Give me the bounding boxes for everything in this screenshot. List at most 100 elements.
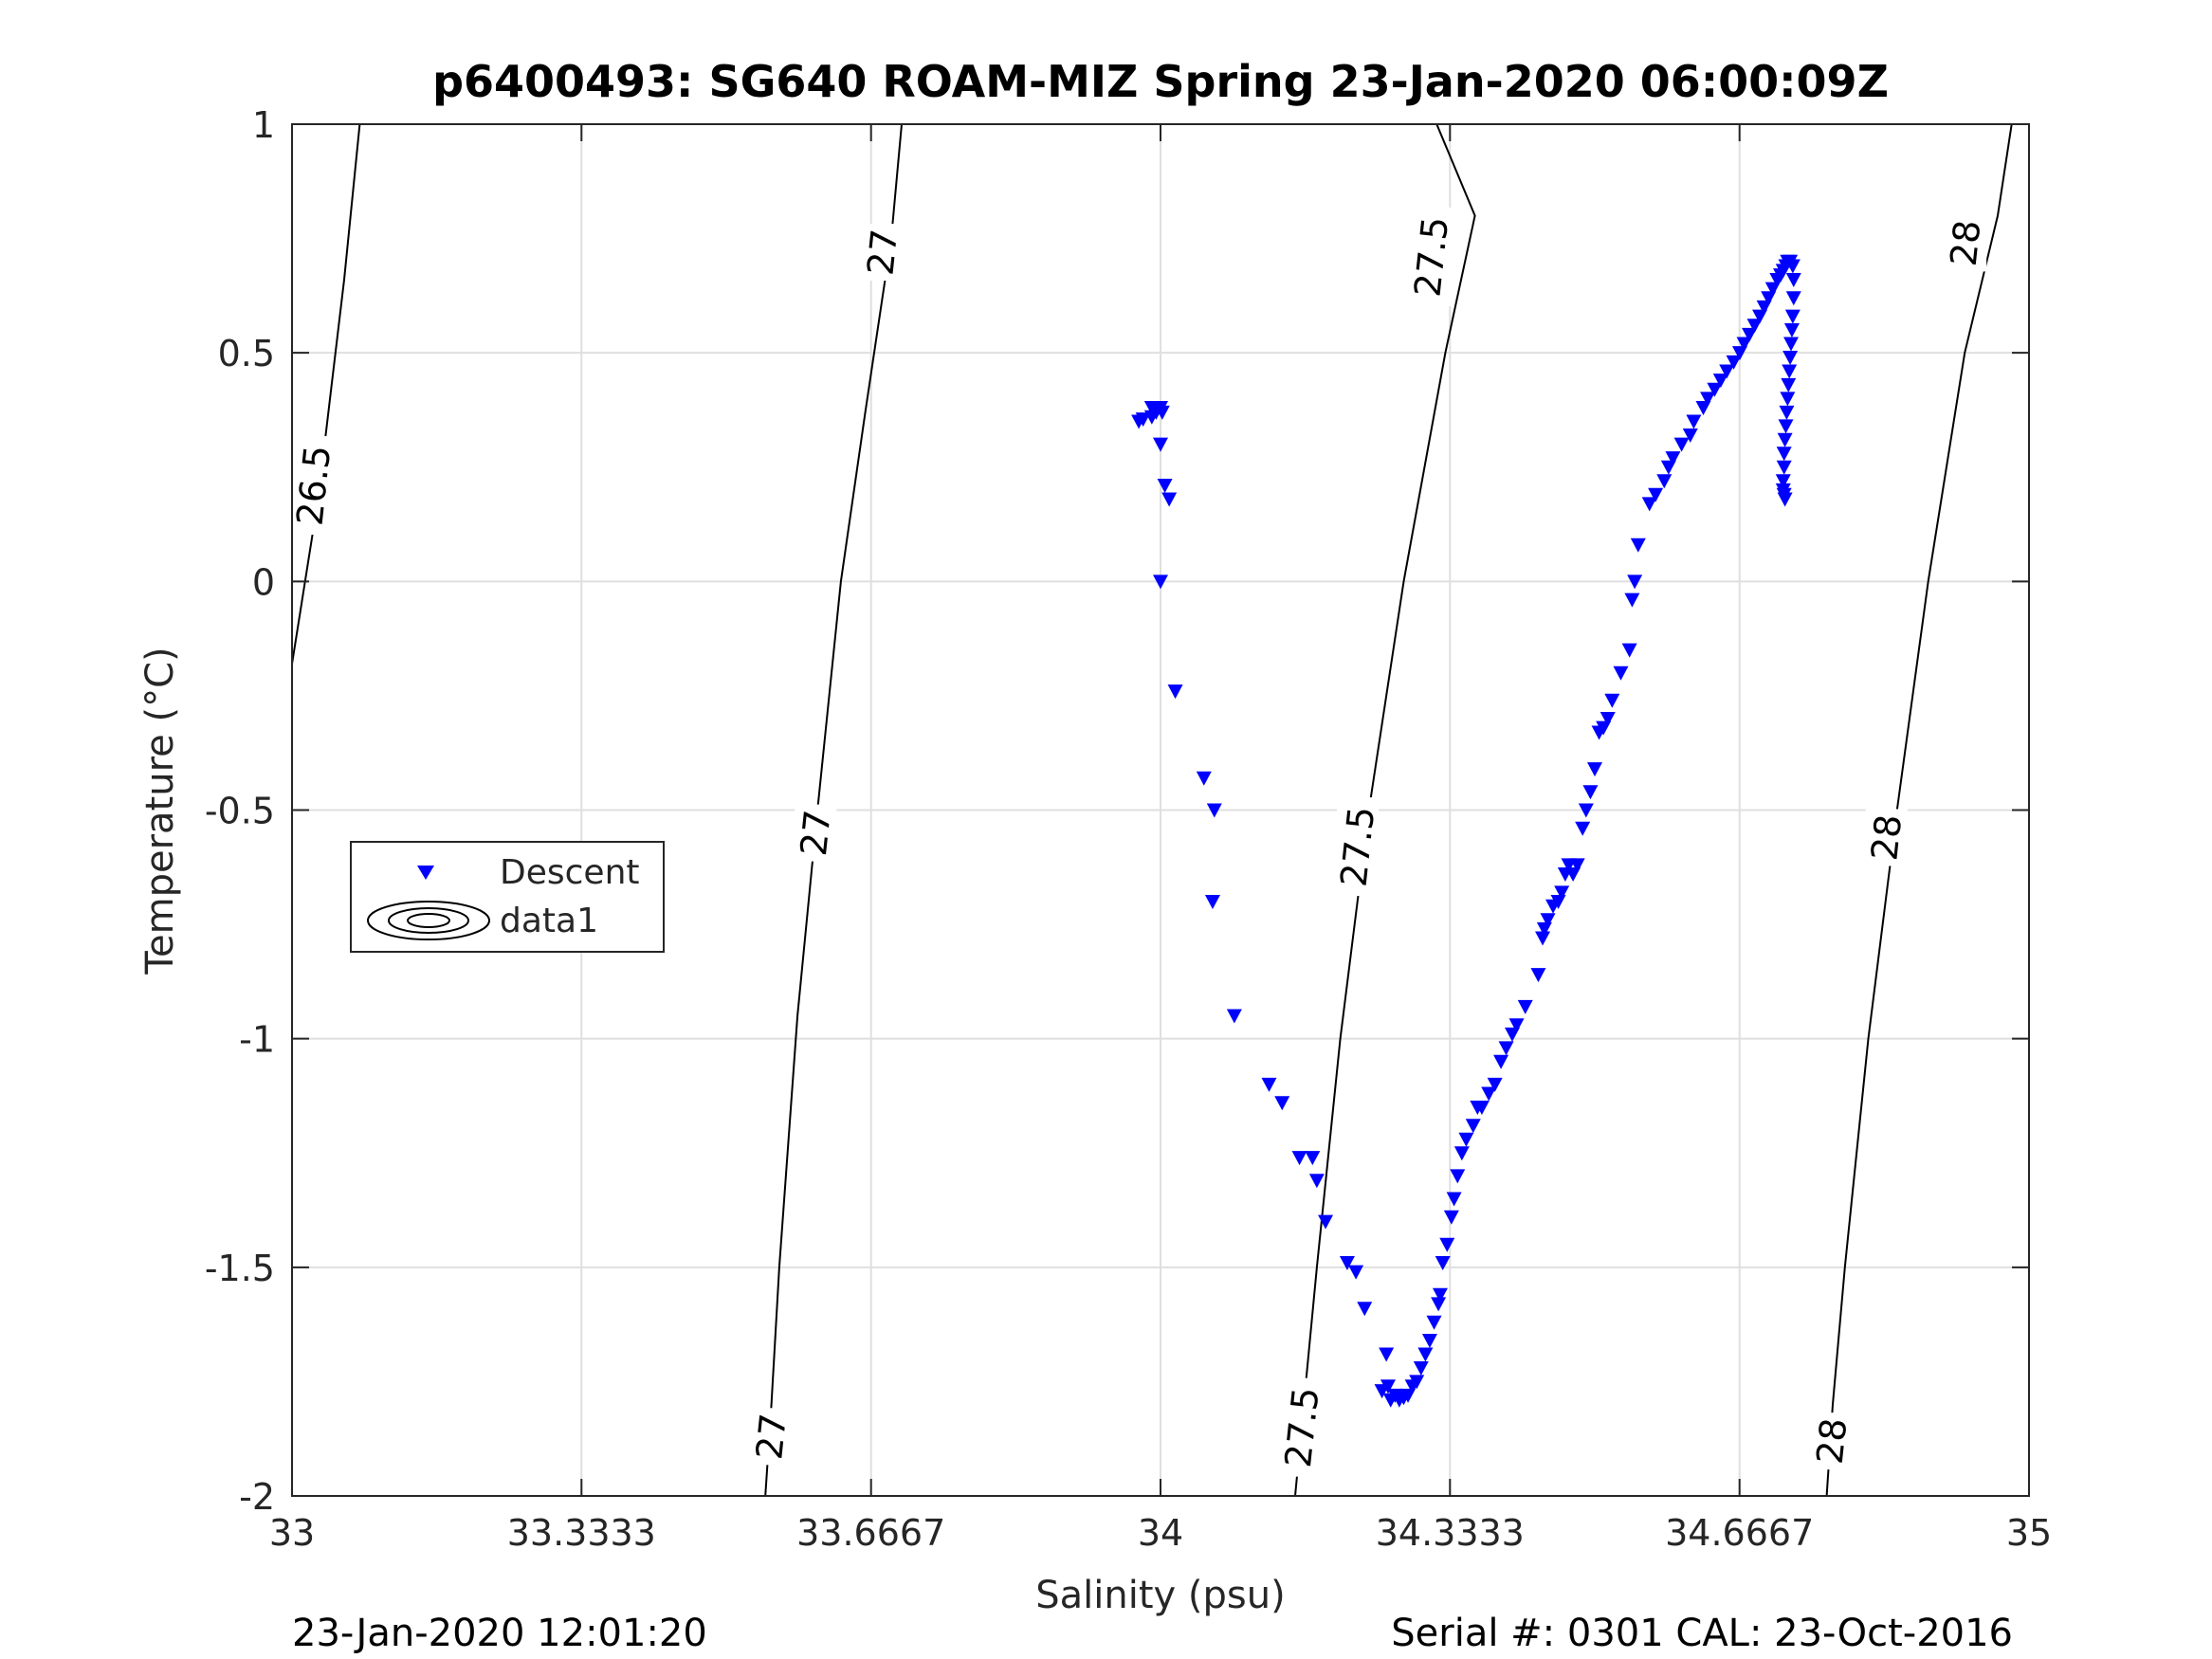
descent-point: [1421, 1334, 1437, 1349]
x-tick-label: 33: [269, 1512, 315, 1554]
descent-point: [1540, 913, 1556, 928]
density-contours: 26.5 27 27 27 27.5 27.5 27.5 28 28 28: [289, 123, 2013, 1497]
x-tick-label: 34: [1138, 1512, 1183, 1554]
descent-point: [1481, 1086, 1497, 1102]
descent-point: [1746, 319, 1763, 334]
descent-point: [1498, 1041, 1514, 1056]
descent-point: [1782, 364, 1798, 379]
y-tick-label: 1: [252, 104, 275, 146]
descent-point: [1206, 803, 1222, 818]
contour-label: 26.5: [289, 444, 339, 528]
contour-label-bg: [1945, 214, 1987, 272]
x-tick-label: 33.6667: [796, 1512, 945, 1554]
grid-lines: [292, 124, 2029, 1496]
descent-point: [1435, 1256, 1451, 1271]
contour-line-26.5: [291, 123, 361, 665]
legend-data1-label: data1: [500, 902, 598, 940]
descent-point: [1153, 437, 1168, 452]
descent-point: [1379, 1347, 1395, 1362]
descent-point: [1409, 1375, 1425, 1390]
x-tick-label: 33.3333: [507, 1512, 656, 1554]
legend-descent-label: Descent: [500, 853, 640, 892]
descent-point: [1131, 414, 1147, 429]
contour-label: 28: [1863, 812, 1910, 863]
descent-point: [1775, 474, 1791, 489]
descent-point: [1686, 414, 1702, 429]
x-axis-ticks: 33 33.3333 33.6667 34 34.3333 34.6667 35: [269, 124, 2052, 1554]
descent-point: [1778, 419, 1794, 434]
descent-points: [1131, 254, 1801, 1408]
descent-point: [1624, 592, 1640, 608]
descent-point: [1621, 643, 1637, 658]
descent-point: [1357, 1302, 1373, 1317]
descent-point: [1712, 374, 1728, 389]
contour-label: 27.5: [1333, 805, 1383, 889]
descent-point: [1630, 538, 1646, 553]
descent-point: [1153, 574, 1168, 590]
contour-label-bg: [1281, 1377, 1324, 1477]
descent-point: [1783, 337, 1800, 352]
descent-point: [1157, 479, 1173, 494]
x-tick-label: 34.6667: [1665, 1512, 1814, 1554]
descent-point: [1426, 1315, 1442, 1330]
descent-point: [1493, 1054, 1509, 1069]
y-tick-label: 0: [252, 561, 275, 603]
descent-point: [1167, 684, 1183, 700]
descent-point: [1785, 272, 1801, 287]
x-tick-label: 34.3333: [1376, 1512, 1525, 1554]
descent-point: [1777, 432, 1793, 447]
descent-point: [1742, 327, 1758, 342]
descent-point: [1783, 323, 1800, 338]
y-tick-label: -1.5: [205, 1248, 275, 1289]
descent-point: [1204, 894, 1220, 909]
descent-point: [1431, 1297, 1447, 1312]
contour-label: 27: [748, 1412, 795, 1462]
descent-point: [1582, 785, 1599, 800]
descent-point: [1274, 1096, 1290, 1111]
x-tick-label: 35: [2006, 1512, 2052, 1554]
descent-point: [1785, 291, 1801, 306]
y-axis-label: Temperature (°C): [138, 647, 182, 975]
descent-point: [1535, 931, 1551, 946]
descent-point: [1465, 1119, 1481, 1134]
descent-point: [1530, 968, 1546, 983]
contour-label: 27: [859, 228, 905, 278]
footer-timestamp: 23-Jan-2020 12:01:20: [292, 1612, 707, 1655]
contour-label: 27.5: [1406, 215, 1456, 300]
descent-point: [1339, 1256, 1355, 1271]
descent-point: [1673, 437, 1690, 452]
descent-point: [1318, 1214, 1334, 1230]
y-tick-label: -2: [239, 1476, 275, 1518]
descent-point: [1779, 405, 1795, 420]
descent-point: [1641, 497, 1657, 512]
descent-point: [1473, 1101, 1490, 1116]
descent-point: [1487, 1077, 1503, 1092]
descent-point: [1154, 405, 1170, 420]
descent-point: [1432, 1287, 1448, 1303]
descent-point: [1508, 1018, 1525, 1033]
descent-point: [1380, 1379, 1396, 1395]
contour-label: 27.5: [1277, 1385, 1327, 1469]
descent-point: [1648, 487, 1664, 502]
descent-point: [1600, 712, 1616, 727]
contour-label-bg: [1811, 1413, 1854, 1470]
descent-point: [1443, 1210, 1459, 1225]
descent-point: [1453, 1146, 1470, 1161]
descent-point: [1417, 1347, 1434, 1362]
descent-point: [1413, 1360, 1429, 1376]
descent-point: [1656, 474, 1673, 489]
descent-point: [1305, 1151, 1321, 1166]
y-tick-label: -1: [239, 1019, 275, 1061]
contour-label-bg: [1410, 207, 1453, 306]
descent-point: [1161, 492, 1178, 507]
x-axis-label: Salinity (psu): [1035, 1574, 1285, 1617]
legend-descent-marker: [417, 866, 434, 880]
descent-point: [1700, 392, 1716, 407]
descent-point: [1450, 1169, 1466, 1184]
descent-point: [1777, 492, 1793, 507]
y-tick-label: 0.5: [218, 333, 275, 374]
descent-point: [1196, 771, 1212, 786]
descent-point: [1726, 355, 1742, 370]
y-tick-label: -0.5: [205, 791, 275, 832]
contour-label: 28: [1943, 218, 1989, 268]
